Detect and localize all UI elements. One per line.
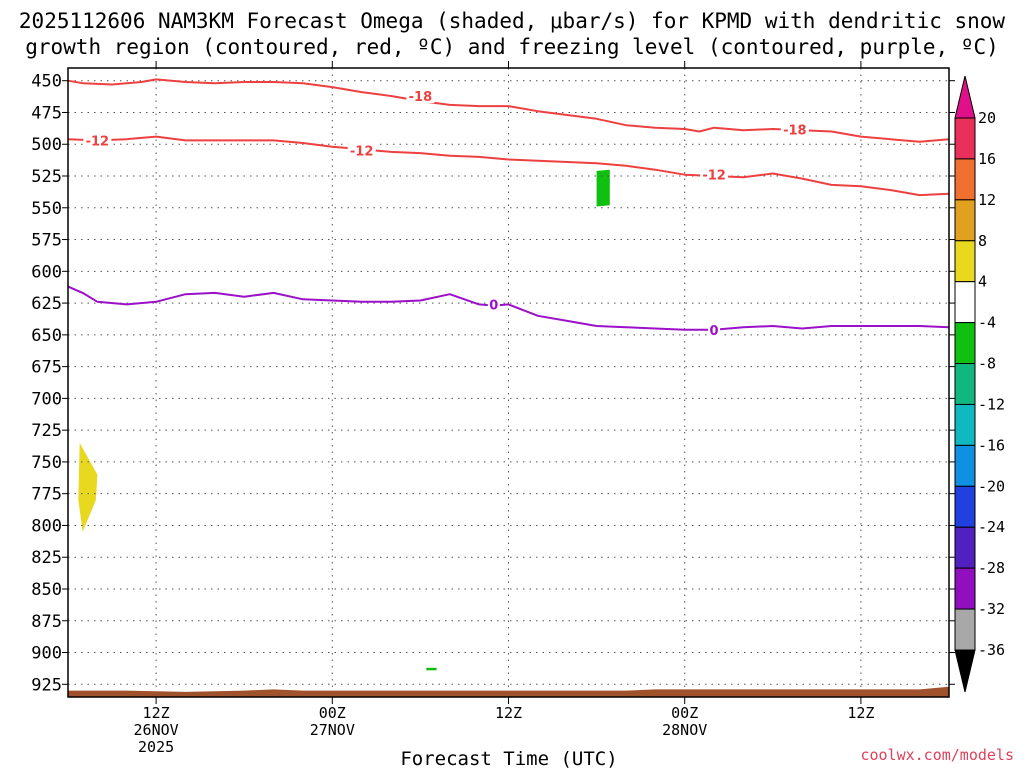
colorbar-bottom-arrow — [954, 649, 976, 693]
grid-lines — [68, 68, 949, 697]
y-tick-label-825: 825 — [31, 548, 62, 568]
series-label-0-1: -18 — [783, 124, 807, 139]
y-tick-label-550: 550 — [31, 199, 62, 219]
shaded-region-0 — [78, 442, 98, 532]
colorbar-box-4 — [954, 281, 976, 324]
x-tick-label-42-2: 28NOV — [662, 721, 707, 739]
colorbar-box-5 — [954, 322, 976, 365]
colorbar-label-10: -24 — [978, 518, 1005, 536]
y-tick-label-875: 875 — [31, 612, 62, 632]
y-tick-label-850: 850 — [31, 580, 62, 600]
x-tick-label-30-1: 12Z — [495, 704, 522, 722]
series-line-1 — [67, 135, 950, 197]
y-tick-label-675: 675 — [31, 358, 62, 378]
colorbar-box-9 — [954, 485, 976, 528]
series-label-1-2: -12 — [702, 169, 726, 184]
colorbar-label-12: -32 — [978, 600, 1005, 618]
terrain — [68, 686, 949, 697]
series-label-bg-0-1 — [780, 122, 809, 137]
colorbar-box-3 — [954, 240, 976, 283]
y-axis-ticks: 450 475 500 525 550 575 600 625 650 675 700 725 750 7… — [31, 72, 955, 695]
series-label-0-0: -18 — [409, 90, 433, 105]
colorbar-label-6: -8 — [978, 355, 996, 373]
y-tick-label-625: 625 — [31, 294, 62, 314]
series-label-bg-1-2 — [700, 167, 729, 182]
colorbar-box-8 — [954, 444, 976, 487]
series-label-bg-2-1 — [708, 322, 721, 337]
colorbar-label-9: -20 — [978, 477, 1005, 495]
y-tick-label-900: 900 — [31, 644, 62, 664]
colorbar-box-0 — [954, 117, 976, 160]
colorbar-label-3: 8 — [978, 232, 987, 250]
y-tick-label-700: 700 — [31, 389, 62, 409]
omega-shading — [78, 169, 610, 671]
y-tick-label-775: 775 — [31, 485, 62, 505]
y-tick-label-500: 500 — [31, 135, 62, 155]
colorbar-top-arrow — [954, 75, 976, 119]
colorbar-box-12 — [954, 608, 976, 651]
x-tick-label-6-2: 26NOV — [134, 721, 179, 739]
y-tick-label-800: 800 — [31, 516, 62, 536]
series-label-1-1: -12 — [350, 145, 374, 160]
colorbar-box-7 — [954, 403, 976, 446]
shaded-region-1 — [596, 169, 610, 207]
series-label-bg-0-0 — [406, 88, 435, 103]
x-tick-label-42-1: 00Z — [671, 704, 698, 722]
colorbar-label-4: 4 — [978, 273, 987, 291]
colorbar-label-11: -28 — [978, 559, 1005, 577]
colorbar-label-1: 16 — [978, 150, 996, 168]
y-tick-label-575: 575 — [31, 231, 62, 251]
colorbar-box-2 — [954, 199, 976, 242]
colorbar-box-6 — [954, 363, 976, 405]
y-tick-label-475: 475 — [31, 103, 62, 123]
title-line-1: 2025112606 NAM3KM Forecast Omega (shaded… — [19, 9, 1006, 33]
y-tick-label-750: 750 — [31, 453, 62, 473]
x-tick-label-18-1: 00Z — [319, 704, 346, 722]
x-tick-label-18-2: 27NOV — [310, 721, 355, 739]
colorbar-label-2: 12 — [978, 191, 996, 209]
y-tick-label-650: 650 — [31, 326, 62, 346]
series-label-bg-1-0 — [83, 133, 112, 148]
colorbar-label-8: -16 — [978, 436, 1005, 454]
plot-area — [68, 68, 949, 697]
colorbar-label-7: -12 — [978, 395, 1005, 413]
colorbar-label-0: 20 — [978, 109, 996, 127]
y-tick-label-450: 450 — [31, 72, 62, 92]
colorbar-box-11 — [954, 567, 976, 610]
colorbar-box-10 — [954, 526, 976, 569]
plot-background — [68, 68, 949, 697]
credit-text: coolwx.com/models — [860, 746, 1014, 764]
terrain-fill — [68, 686, 949, 697]
x-axis-label: Forecast Time (UTC) — [400, 748, 617, 768]
series-label-2-0: 0 — [489, 298, 498, 313]
chart-title: 2025112606 NAM3KM Forecast Omega (shaded… — [19, 9, 1006, 59]
x-tick-label-6-1: 12Z — [143, 704, 170, 722]
contour-lines: -18 -18 -12 -12 -12 0 0 — [67, 78, 950, 339]
series-label-1-0: -12 — [86, 134, 110, 149]
series-label-2-1: 0 — [710, 324, 719, 339]
colorbar-label-13: -36 — [978, 641, 1005, 659]
series-label-bg-2-0 — [487, 297, 500, 312]
y-tick-label-600: 600 — [31, 262, 62, 282]
shaded-region-2 — [426, 667, 437, 671]
y-tick-label-525: 525 — [31, 167, 62, 187]
colorbar: 20 16 12 8 4 -4 -8 -12 -16 -20 -24 -28 -32 -36 — [954, 75, 1005, 693]
y-tick-label-925: 925 — [31, 675, 62, 695]
title-line-2: growth region (contoured, red, ºC) and f… — [25, 35, 999, 59]
series-label-bg-1-1 — [347, 143, 376, 158]
colorbar-label-5: -4 — [978, 314, 996, 332]
x-tick-label-54-1: 12Z — [847, 704, 874, 722]
x-tick-label-6-3: 2025 — [138, 738, 174, 756]
colorbar-box-1 — [954, 158, 976, 201]
y-tick-label-725: 725 — [31, 421, 62, 441]
